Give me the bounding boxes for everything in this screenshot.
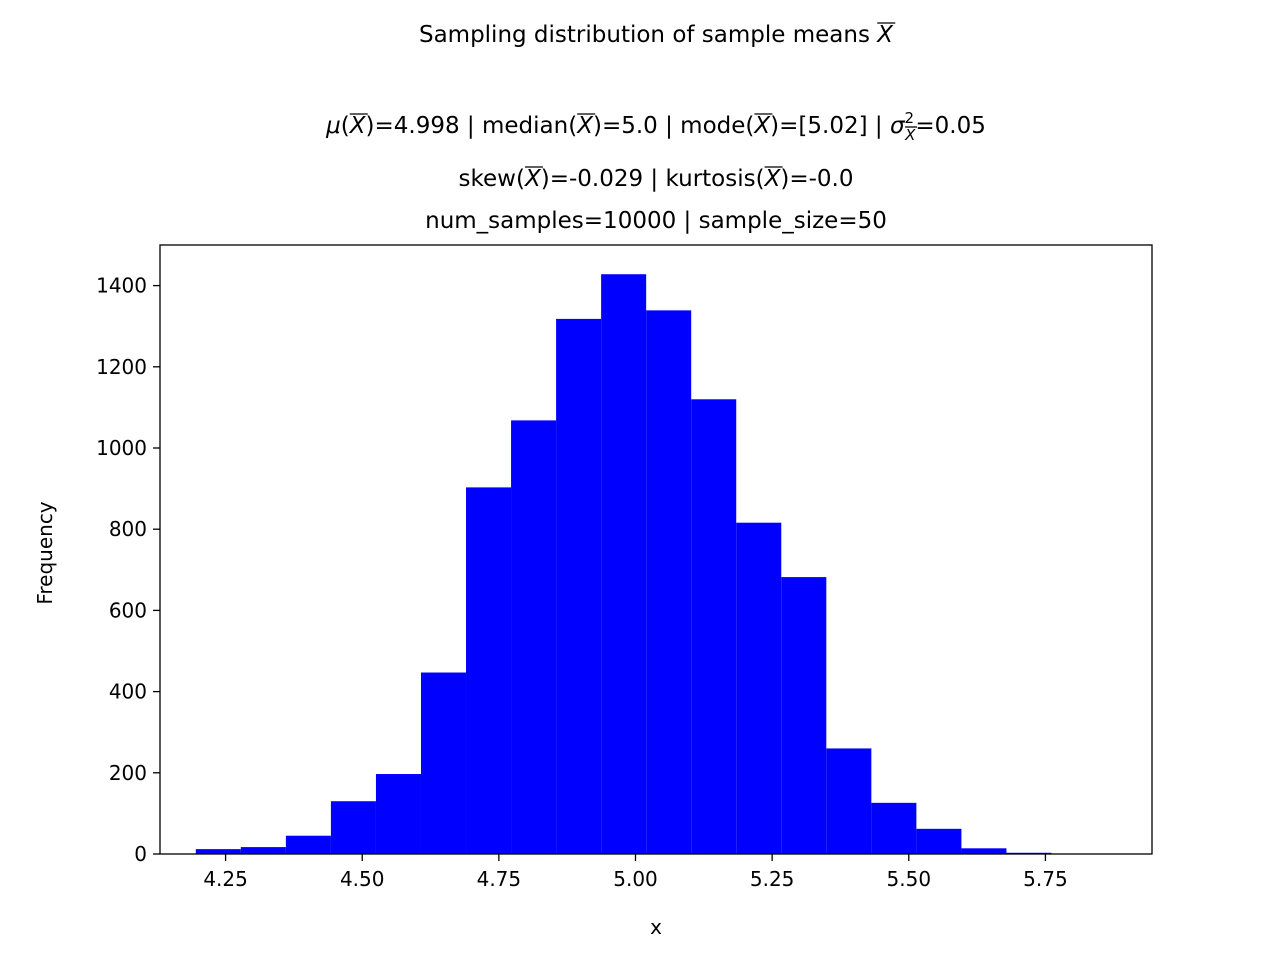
y-tick-label: 0 <box>134 842 147 866</box>
y-tick-label: 1000 <box>96 436 147 460</box>
y-tick-label: 1200 <box>96 355 147 379</box>
chart-title-line2: μ(X)=4.998 | median(X)=5.0 | mode(X)=[5.… <box>325 109 986 144</box>
x-axis-label: x <box>650 915 662 939</box>
histogram-bar <box>466 487 512 854</box>
x-tick-label: 5.25 <box>750 867 795 891</box>
histogram-bar <box>781 577 827 854</box>
x-tick-label: 5.00 <box>613 867 658 891</box>
chart-title-line1: Sampling distribution of sample means X <box>419 22 894 48</box>
histogram-bar <box>330 801 376 854</box>
histogram-bar <box>736 522 782 854</box>
y-tick-label: 400 <box>109 680 147 704</box>
y-axis-label: Frequency <box>33 501 57 604</box>
histogram-bar <box>556 318 602 855</box>
y-tick-label: 200 <box>109 761 147 785</box>
histogram-bar <box>691 399 737 854</box>
y-tick-label: 1400 <box>96 274 147 298</box>
y-tick-label: 600 <box>109 598 147 622</box>
histogram-bar <box>961 848 1007 854</box>
x-tick-label: 5.75 <box>1023 867 1068 891</box>
histogram-bar <box>646 310 692 855</box>
histogram-bar <box>375 774 421 854</box>
x-tick-label: 5.50 <box>887 867 932 891</box>
histogram-bar <box>240 847 286 854</box>
histogram-bar <box>195 849 241 854</box>
histogram-bar <box>420 672 467 854</box>
histogram-bar <box>285 835 331 854</box>
x-tick-label: 4.75 <box>477 867 522 891</box>
y-tick-label: 800 <box>109 517 147 541</box>
y-axis-ticks: 0 200 400 600 800 1000 1200 1400 <box>96 274 160 866</box>
x-tick-label: 4.50 <box>340 867 385 891</box>
axes-frame <box>159 244 1153 855</box>
histogram-bar <box>601 274 647 854</box>
xbar-overlines <box>349 22 918 168</box>
histogram-bar <box>916 828 962 854</box>
chart-title-line4: num_samples=10000 | sample_size=50 <box>425 208 887 234</box>
histogram-bar <box>511 420 557 854</box>
x-axis-ticks: 4.25 4.50 4.75 5.00 5.25 5.50 5.75 <box>203 854 1068 891</box>
histogram-bar <box>871 802 917 854</box>
x-tick-label: 4.25 <box>203 867 248 891</box>
histogram-bars <box>195 274 1097 855</box>
histogram-bar <box>826 748 872 854</box>
chart-title-line3: skew(X)=-0.029 | kurtosis(X)=-0.0 <box>459 166 854 192</box>
